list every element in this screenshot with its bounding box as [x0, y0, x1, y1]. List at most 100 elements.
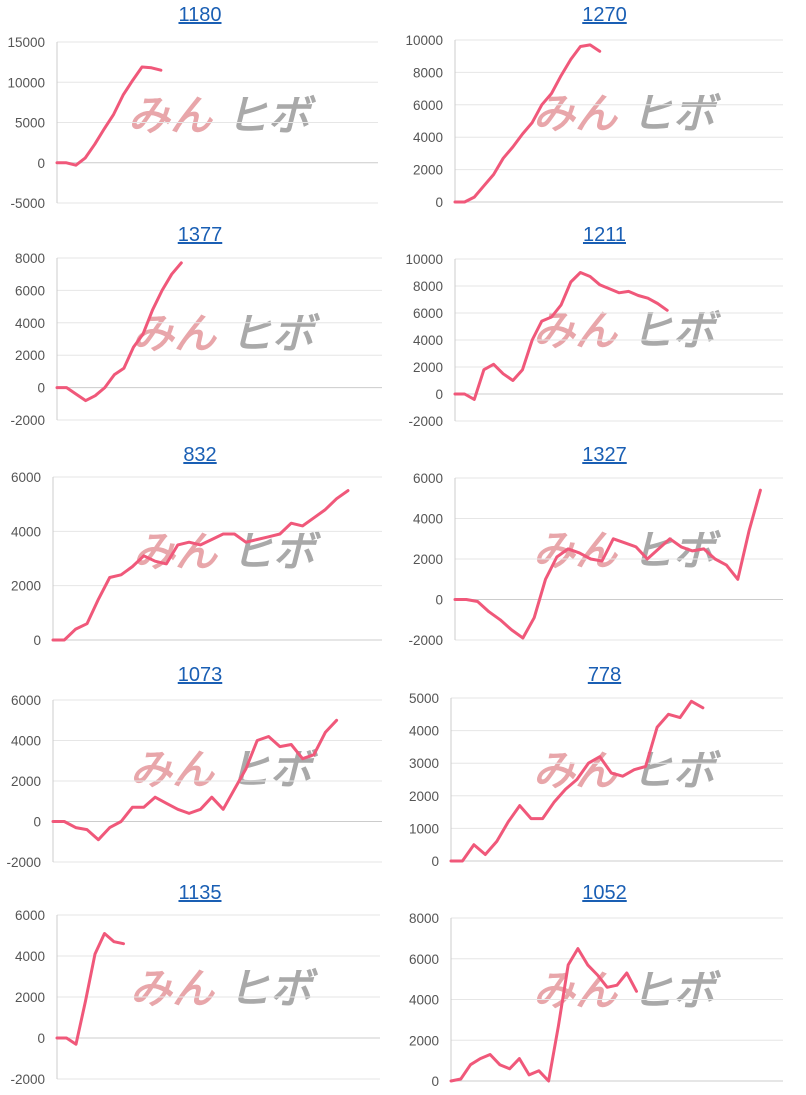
- y-tick-label: 8000: [409, 911, 439, 926]
- series-line: [453, 43, 602, 204]
- y-tick-label: 4000: [11, 524, 41, 539]
- series-line: [51, 489, 350, 642]
- y-tick-label: 2000: [15, 348, 45, 363]
- watermark-logo-text: ヒボ: [631, 746, 721, 795]
- y-tick-label: 4000: [413, 130, 443, 145]
- y-tick-label: 2000: [409, 1033, 439, 1048]
- line-chart: みん ヒボ 15000 10000 5000 0 -5000: [7, 35, 378, 211]
- chart-title-link[interactable]: 1327: [582, 444, 627, 466]
- chart-title-link[interactable]: 1135: [178, 882, 222, 904]
- y-tick-label: 6000: [409, 952, 439, 967]
- chart-panel: 778 みん ヒボ 5000 4000 3000 2000 1000 0: [403, 660, 806, 880]
- y-tick-label: 8000: [15, 251, 45, 266]
- line-chart: みん ヒボ 10000 8000 6000 4000 2000 0: [405, 33, 783, 210]
- watermark-logo-text: みん: [533, 89, 619, 138]
- watermark-logo-text: ヒボ: [228, 964, 318, 1013]
- y-tick-label: 15000: [7, 35, 45, 50]
- y-tick-label: 10000: [405, 252, 443, 267]
- y-tick-label: -2000: [6, 855, 41, 870]
- watermark-logo-text: みん: [130, 964, 216, 1013]
- watermark-logo-text: みん: [130, 745, 216, 794]
- y-tick-label: 3000: [409, 756, 439, 771]
- series-line: [55, 65, 163, 167]
- y-tick-label: 4000: [409, 724, 439, 739]
- y-tick-label: 10000: [7, 75, 45, 90]
- chart-title-link[interactable]: 1052: [582, 882, 627, 904]
- y-tick-label: 10000: [405, 33, 443, 48]
- y-tick-label: 4000: [15, 949, 45, 964]
- chart-title-link[interactable]: 1270: [582, 4, 627, 26]
- y-tick-label: 4000: [409, 993, 439, 1008]
- watermark-logo-text: ヒボ: [226, 91, 316, 140]
- watermark-logo-text: ヒボ: [230, 309, 320, 358]
- y-tick-label: -5000: [10, 196, 45, 211]
- y-tick-label: 2000: [413, 552, 443, 567]
- y-tick-label: 6000: [11, 693, 41, 708]
- series-line: [449, 947, 638, 1083]
- chart-title-link[interactable]: 1211: [582, 224, 626, 246]
- line-chart: みん ヒボ 8000 6000 4000 2000 0: [409, 911, 783, 1089]
- y-tick-label: 0: [431, 854, 439, 869]
- y-tick-label: 0: [431, 1074, 439, 1089]
- watermark-logo-text: ヒボ: [228, 745, 318, 794]
- chart-panel: 1327 みん ヒボ 6000 4000 2000 0 -2000: [403, 440, 806, 660]
- watermark-logo-text: みん: [133, 527, 219, 576]
- chart-panel: 1180 みん ヒボ 15000 10000 5000 0 -5000: [0, 0, 400, 220]
- y-tick-label: 4000: [15, 316, 45, 331]
- chart-title-link[interactable]: 832: [183, 444, 217, 466]
- y-tick-label: 5000: [15, 116, 45, 131]
- line-chart: みん ヒボ 8000 6000 4000 2000 0 -2000: [10, 251, 382, 428]
- chart-panel: 1270 みん ヒボ 10000 8000 6000 4000 2000 0: [403, 0, 806, 220]
- y-tick-label: 2000: [11, 774, 41, 789]
- watermark-logo-text: みん: [533, 306, 619, 355]
- watermark-logo-text: ヒボ: [631, 89, 721, 138]
- y-tick-label: 8000: [413, 279, 443, 294]
- chart-panel: 1211 みん ヒボ 10000 8000 6000 4000 2000 0 -2000: [403, 220, 806, 440]
- y-tick-label: -2000: [408, 414, 443, 429]
- y-tick-label: 0: [435, 593, 443, 608]
- y-tick-label: -2000: [10, 413, 45, 428]
- y-tick-label: 0: [37, 156, 45, 171]
- line-chart: みん ヒボ 6000 4000 2000 0 -2000: [6, 693, 382, 870]
- chart-panel: 1135 みん ヒボ 6000 4000 2000 0 -2000: [0, 878, 400, 1095]
- watermark-logo-text: みん: [533, 746, 619, 795]
- series-line: [55, 932, 125, 1046]
- y-tick-label: 2000: [413, 360, 443, 375]
- y-tick-label: 1000: [409, 821, 439, 836]
- chart-panel: 1052 みん ヒボ 8000 6000 4000 2000 0: [403, 878, 806, 1095]
- chart-title-link[interactable]: 778: [587, 664, 622, 686]
- chart-panel: 1073 みん ヒボ 6000 4000 2000 0 -2000: [0, 660, 400, 880]
- y-tick-label: 4000: [413, 512, 443, 527]
- y-tick-label: 0: [37, 1031, 45, 1046]
- y-tick-label: 2000: [413, 163, 443, 178]
- y-tick-label: 0: [435, 195, 443, 210]
- y-tick-label: 6000: [413, 306, 443, 321]
- line-chart: みん ヒボ 10000 8000 6000 4000 2000 0 -2000: [405, 252, 783, 429]
- chart-title-link[interactable]: 1073: [177, 664, 223, 686]
- y-tick-label: 0: [37, 381, 45, 396]
- series-line: [449, 699, 705, 863]
- y-tick-label: 2000: [409, 789, 439, 804]
- y-tick-label: 6000: [413, 98, 443, 113]
- y-tick-label: 6000: [15, 283, 45, 298]
- watermark-logo-text: みん: [132, 309, 218, 358]
- y-tick-label: 2000: [15, 990, 45, 1005]
- chart-title-link[interactable]: 1180: [178, 4, 222, 26]
- y-tick-label: 2000: [11, 579, 41, 594]
- watermark-logo-text: ヒボ: [631, 966, 721, 1015]
- y-tick-label: 6000: [11, 470, 41, 485]
- y-tick-label: -2000: [408, 633, 443, 648]
- y-tick-label: 4000: [11, 734, 41, 749]
- series-line: [51, 718, 339, 842]
- chart-panel: 1377 みん ヒボ 8000 6000 4000 2000 0 -2000: [0, 220, 400, 440]
- y-tick-label: 8000: [413, 65, 443, 80]
- chart-title-link[interactable]: 1377: [177, 224, 223, 246]
- series-line: [453, 488, 762, 640]
- y-tick-label: 0: [435, 387, 443, 402]
- y-tick-label: 0: [33, 815, 41, 830]
- y-tick-label: 4000: [413, 333, 443, 348]
- y-tick-label: -2000: [10, 1072, 45, 1087]
